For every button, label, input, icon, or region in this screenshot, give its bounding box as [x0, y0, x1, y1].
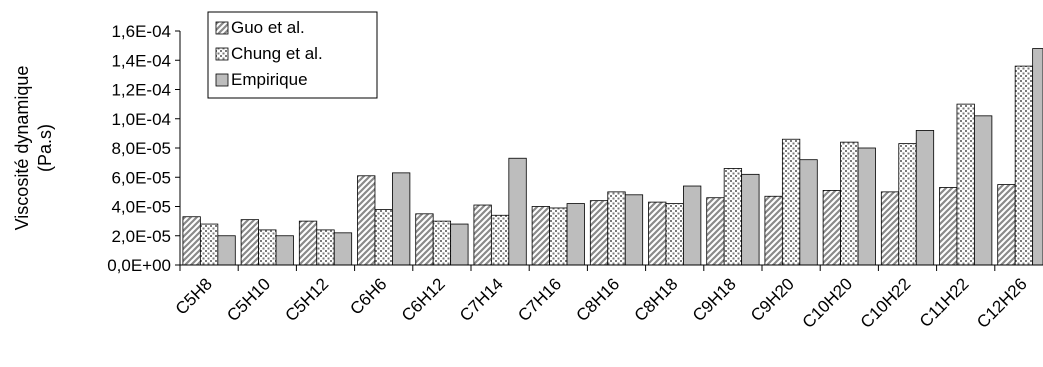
- legend-swatch: [215, 47, 229, 61]
- x-tick-label: C7H14: [456, 274, 507, 325]
- x-tick-label: C5H8: [172, 274, 216, 318]
- x-tick-label: C11H22: [916, 274, 973, 331]
- bar-chung-et-al-c5h10: [258, 229, 277, 266]
- bar-empirique-c9h20: [799, 159, 818, 266]
- bar-chung-et-al-c5h8: [199, 223, 219, 266]
- y-axis-title-line: (Pa.s): [35, 124, 55, 172]
- bar-guo-et-al-c7h14: [473, 204, 492, 266]
- x-tick-label: C9H18: [689, 274, 740, 325]
- x-tick-label: C9H20: [747, 274, 798, 325]
- bar-empirique-c6h6: [392, 172, 411, 266]
- x-tick-label: C7H16: [514, 274, 565, 325]
- legend-label: Chung et al.: [231, 44, 323, 63]
- bar-chung-et-al-c12h26: [1014, 65, 1034, 266]
- legend-label: Guo et al.: [231, 18, 305, 37]
- bar-chung-et-al-c11h22: [956, 103, 975, 266]
- bar-guo-et-al-c7h16: [531, 206, 550, 266]
- legend: Guo et al. Chung et al. Empirique: [207, 11, 378, 99]
- bar-guo-et-al-c12h26: [997, 184, 1016, 266]
- x-tick-label: C10H22: [857, 274, 915, 332]
- legend-box: [207, 11, 378, 99]
- y-tick-label: 1,4E-04: [111, 51, 171, 70]
- y-axis-title: Viscosité dynamique (Pa.s): [12, 66, 55, 231]
- bar-guo-et-al-c8h18: [648, 201, 667, 266]
- y-tick-label: 1,0E-04: [111, 110, 171, 129]
- x-tick-label: C8H16: [572, 274, 623, 325]
- bar-chung-et-al-c5h12: [316, 229, 335, 266]
- x-tick-label: C12H26: [973, 274, 1031, 332]
- bar-empirique-c6h12: [450, 223, 469, 266]
- bar-empirique-c5h8: [217, 235, 236, 266]
- bar-chung-et-al-c6h6: [374, 209, 393, 266]
- bar-guo-et-al-c8h16: [589, 200, 609, 266]
- y-tick-label: 1,6E-04: [111, 22, 171, 41]
- bar-guo-et-al-c9h20: [764, 195, 783, 266]
- x-tick-label: C5H12: [281, 274, 332, 325]
- y-axis: 0,0E+00 2,0E-05 4,0E-05 6,0E-05 8,0E-05 1,0E-…: [107, 22, 181, 275]
- legend-label: Empirique: [231, 70, 308, 89]
- bar-chung-et-al-c6h12: [432, 220, 452, 266]
- x-tick-label: C8H18: [631, 274, 682, 325]
- bar-empirique-c7h14: [508, 157, 527, 266]
- bar-chung-et-al-c7h16: [549, 207, 568, 266]
- bar-guo-et-al-c9h18: [706, 197, 725, 266]
- x-tick-label: C6H12: [398, 274, 449, 325]
- x-tick-label: C6H6: [346, 274, 390, 318]
- legend-swatch: [215, 21, 229, 35]
- y-axis-title-line: Viscosité dynamique: [12, 66, 32, 231]
- bar-empirique-c8h16: [624, 194, 644, 266]
- y-tick-label: 4,0E-05: [111, 198, 171, 217]
- x-tick-label: C10H20: [799, 274, 857, 332]
- bar-chung-et-al-c9h18: [723, 168, 743, 266]
- y-tick-label: 8,0E-05: [111, 139, 171, 158]
- bar-guo-et-al-c5h8: [182, 216, 201, 266]
- bar-empirique-c10h22: [915, 130, 935, 266]
- legend-swatch: [215, 73, 229, 87]
- bar-empirique-c5h10: [275, 235, 294, 266]
- bar-guo-et-al-c5h10: [240, 219, 259, 266]
- bar-guo-et-al-c5h12: [298, 220, 318, 266]
- y-tick-label: 2,0E-05: [111, 227, 171, 246]
- x-tick-label: C5H10: [223, 274, 274, 325]
- bar-empirique-c9h18: [741, 173, 760, 266]
- bars: [182, 48, 1043, 266]
- bar-chung-et-al-c10h22: [898, 143, 917, 266]
- bar-empirique-c11h22: [974, 115, 993, 266]
- bar-chung-et-al-c8h18: [665, 203, 684, 266]
- bar-guo-et-al-c6h12: [415, 213, 434, 266]
- y-tick-label: 6,0E-05: [111, 168, 171, 187]
- bar-empirique-c7h16: [566, 203, 585, 266]
- y-tick-label: 0,0E+00: [107, 256, 171, 275]
- bar-empirique-c12h26: [1032, 48, 1043, 266]
- bar-guo-et-al-c10h22: [880, 191, 900, 266]
- bar-guo-et-al-c6h6: [357, 175, 376, 266]
- bar-guo-et-al-c10h20: [822, 190, 841, 266]
- bar-empirique-c5h12: [333, 232, 353, 266]
- bar-chung-et-al-c8h16: [607, 191, 626, 266]
- bar-chung-et-al-c10h20: [840, 141, 859, 266]
- x-axis: C5H8 C5H10 C5H12 C6H6 C6H12 C7H14 C7H16 C8H16 C8…: [172, 264, 1043, 332]
- bar-empirique-c8h18: [683, 185, 702, 266]
- bar-empirique-c10h20: [857, 147, 876, 266]
- bar-chung-et-al-c9h20: [781, 138, 801, 266]
- y-tick-label: 1,2E-04: [111, 81, 171, 100]
- bar-guo-et-al-c11h22: [939, 187, 958, 266]
- bar-chung-et-al-c7h14: [490, 214, 510, 266]
